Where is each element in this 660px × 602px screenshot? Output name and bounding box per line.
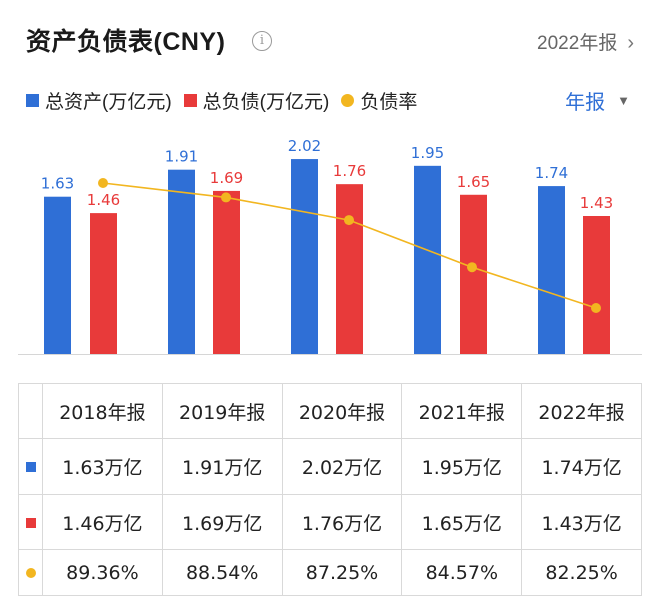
page-title: 资产负债表(CNY) <box>26 28 226 56</box>
info-icon[interactable]: i <box>252 31 272 51</box>
legend-item-ratio[interactable]: 负债率 <box>341 87 417 114</box>
table-cell: 84.57% <box>401 549 523 596</box>
bar-label-liabilities: 1.76 <box>333 162 366 180</box>
chevron-right-icon: › <box>627 32 634 54</box>
bar-label-assets: 2.02 <box>288 137 321 155</box>
table-cell: 1.46万亿 <box>42 493 163 551</box>
row-key-assets <box>18 438 43 495</box>
ratio-point <box>344 215 354 226</box>
table-cell: 1.69万亿 <box>161 493 283 551</box>
table-cell: 82.25% <box>521 549 642 596</box>
table-header-cell: 2018年报 <box>42 382 163 440</box>
legend-label-assets: 总资产(万亿元) <box>45 91 172 113</box>
header: 资产负债表(CNY) i 2022年报 › <box>0 0 660 80</box>
table-header-cell: 2022年报 <box>521 382 642 440</box>
table-cell: 1.63万亿 <box>42 438 163 495</box>
bar-liabilities <box>460 194 487 354</box>
table-cell: 1.76万亿 <box>281 493 403 551</box>
bar-assets <box>538 186 565 354</box>
key-swatch-assets <box>25 462 36 473</box>
bar-label-liabilities: 1.46 <box>87 191 120 209</box>
ratio-point <box>591 303 601 313</box>
table-row-assets: 1.63万亿 1.91万亿 2.02万亿 1.95万亿 1.74万亿 <box>18 438 642 495</box>
chart: 1.63 1.91 2.02 1.95 1.74 1.46 1.69 1.76 1.65 1.43 <box>18 137 642 355</box>
table-cell: 89.36% <box>42 549 163 596</box>
bar-liabilities <box>583 216 610 354</box>
bar-liabilities <box>90 213 117 354</box>
bar-liabilities <box>213 190 240 354</box>
period-link[interactable]: 2022年报 › <box>537 28 634 55</box>
data-table: 2018年报 2019年报 2020年报 2021年报 2022年报 1.63万… <box>18 382 642 596</box>
row-key-liabilities <box>18 493 43 551</box>
period-link-label: 2022年报 <box>537 33 618 54</box>
bar-label-liabilities: 1.65 <box>457 173 490 191</box>
legend-label-ratio: 负债率 <box>360 91 418 113</box>
bar-label-assets: 1.63 <box>41 175 74 193</box>
bar-assets <box>291 159 318 354</box>
table-cell: 2.02万亿 <box>281 438 403 495</box>
bar-label-assets: 1.74 <box>535 164 568 182</box>
table-cell: 1.43万亿 <box>521 493 642 551</box>
legend-label-liabilities: 总负债(万亿元) <box>202 91 330 113</box>
table-header-cell: 2021年报 <box>401 382 523 440</box>
row-key-ratio <box>18 549 43 596</box>
bar-assets <box>44 196 71 354</box>
legend-swatch-ratio <box>341 93 355 107</box>
key-swatch-ratio <box>25 568 36 579</box>
bar-assets <box>168 169 195 354</box>
bar-label-assets: 1.91 <box>165 148 198 166</box>
key-swatch-liabilities <box>25 517 36 528</box>
bar-liabilities <box>336 184 363 354</box>
table-header-row: 2018年报 2019年报 2020年报 2021年报 2022年报 <box>18 382 642 440</box>
table-cell: 88.54% <box>161 549 283 596</box>
bar-label-liabilities: 1.69 <box>210 169 243 187</box>
table-cell: 1.91万亿 <box>161 438 283 495</box>
chart-legend: 总资产(万亿元) 总负债(万亿元) 负债率 <box>26 86 429 114</box>
table-cell: 1.74万亿 <box>521 438 642 495</box>
table-row-liabilities: 1.46万亿 1.69万亿 1.76万亿 1.65万亿 1.43万亿 <box>18 493 642 551</box>
bar-assets <box>414 165 441 354</box>
period-select[interactable]: 年报 ▼ <box>565 86 630 115</box>
table-header-cell: 2019年报 <box>161 382 283 440</box>
table-corner-cell <box>18 382 43 440</box>
bar-label-liabilities: 1.43 <box>580 194 613 212</box>
table-header-cell: 2020年报 <box>281 382 403 440</box>
table-row-ratio: 89.36% 88.54% 87.25% 84.57% 82.25% <box>18 549 642 596</box>
table-cell: 1.95万亿 <box>401 438 523 495</box>
legend-item-liabilities[interactable]: 总负债(万亿元) <box>183 87 330 114</box>
period-select-label: 年报 <box>565 92 606 114</box>
bar-label-assets: 1.95 <box>411 144 444 162</box>
ratio-point <box>98 178 108 188</box>
legend-swatch-assets <box>26 93 39 107</box>
triangle-down-icon: ▼ <box>617 93 630 108</box>
table-cell: 1.65万亿 <box>401 493 523 551</box>
ratio-point <box>221 192 231 203</box>
legend-swatch-liabilities <box>183 93 197 107</box>
ratio-point <box>467 262 477 273</box>
legend-item-assets[interactable]: 总资产(万亿元) <box>26 87 172 114</box>
table-cell: 87.25% <box>281 549 403 596</box>
